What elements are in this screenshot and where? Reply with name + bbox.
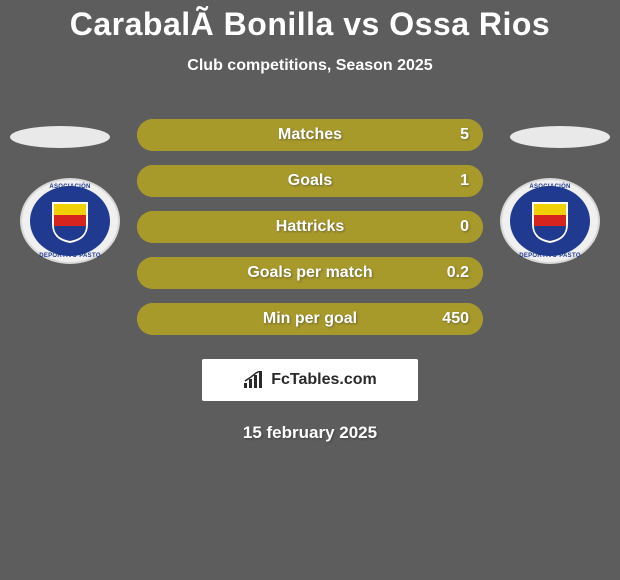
badge-bottom-text: DEPORTIVO PASTO: [20, 253, 120, 259]
stat-value-right: 0: [460, 218, 469, 236]
badge-top-text: ASOCIACIÓN: [500, 184, 600, 190]
brand-banner[interactable]: FcTables.com: [202, 359, 418, 401]
badge-top-text: ASOCIACIÓN: [20, 184, 120, 190]
player-oval-right: [510, 126, 610, 148]
stat-label: Hattricks: [276, 218, 344, 236]
stat-row: Matches 5: [137, 119, 483, 151]
player-oval-left: [10, 126, 110, 148]
stat-value-right: 1: [460, 172, 469, 190]
badge-bottom-text: DEPORTIVO PASTO: [500, 253, 600, 259]
brand-text: FcTables.com: [271, 371, 377, 389]
stat-row: Hattricks 0: [137, 211, 483, 243]
stat-label: Goals per match: [247, 264, 372, 282]
stat-label: Matches: [278, 126, 342, 144]
stat-label: Min per goal: [263, 310, 357, 328]
stat-value-right: 0.2: [447, 264, 469, 282]
stat-row: Min per goal 450: [137, 303, 483, 335]
stat-value-right: 450: [442, 310, 469, 328]
footer-date: 15 february 2025: [0, 423, 620, 443]
club-badge-left: ASOCIACIÓN DEPORTIVO PASTO: [20, 178, 120, 264]
page-title: CarabalÃ Bonilla vs Ossa Rios: [0, 0, 620, 43]
club-badge-right: ASOCIACIÓN DEPORTIVO PASTO: [500, 178, 600, 264]
shield-icon: [530, 200, 570, 244]
stat-value-right: 5: [460, 126, 469, 144]
page-subtitle: Club competitions, Season 2025: [0, 57, 620, 75]
stat-row: Goals 1: [137, 165, 483, 197]
barchart-icon: [243, 371, 265, 389]
stat-label: Goals: [288, 172, 332, 190]
stat-row: Goals per match 0.2: [137, 257, 483, 289]
shield-icon: [50, 200, 90, 244]
